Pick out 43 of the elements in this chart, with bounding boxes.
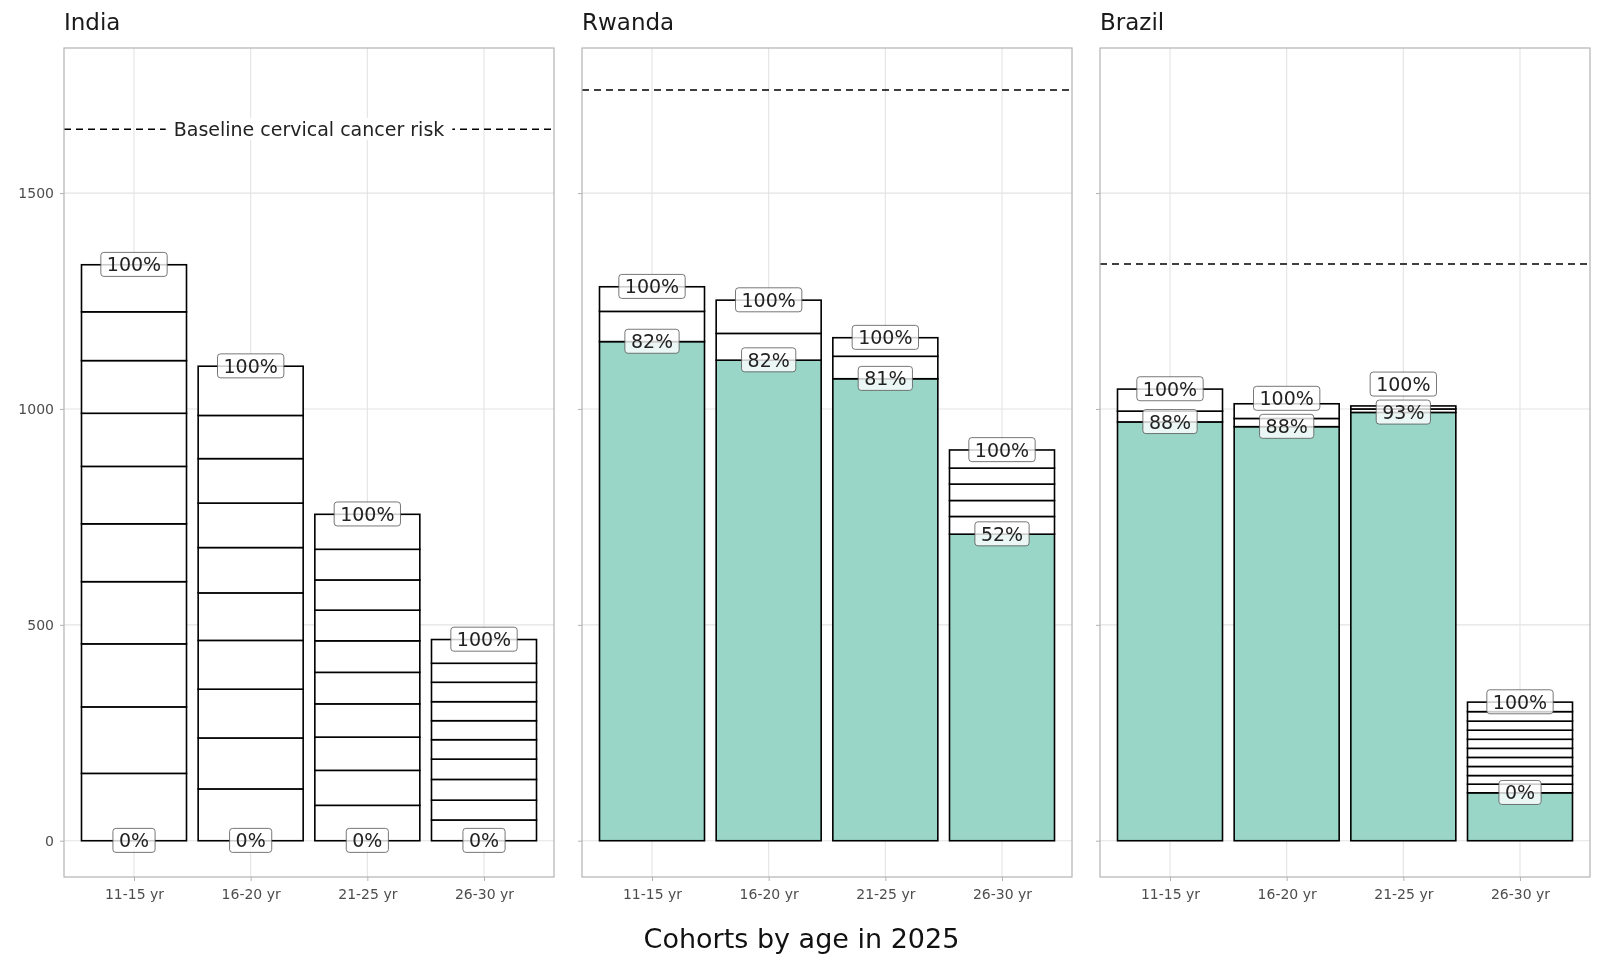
annotation: 93% [1382, 401, 1425, 424]
y-tick-label: 0 [45, 832, 54, 849]
annotation: 100% [741, 288, 796, 311]
annotation: 0% [1504, 781, 1536, 804]
y-tick-label: 1000 [18, 400, 54, 417]
annotation: 0% [352, 829, 383, 852]
x-axis-title: Cohorts by age in 2025 [643, 923, 960, 954]
annotation: 100% [858, 326, 913, 349]
x-tick-label: 26-30 yr [454, 885, 515, 902]
x-tick-label: 21-25 yr [1374, 885, 1434, 902]
annotation: 0% [235, 829, 266, 852]
x-tick-label: 16-20 yr [739, 885, 799, 902]
annotation: 82% [630, 330, 674, 353]
annotation: 100% [974, 438, 1030, 461]
annotation: 100% [106, 253, 162, 276]
annotation: 100% [340, 502, 395, 525]
x-tick-label: 16-20 yr [1257, 885, 1317, 902]
chart-title: Rwanda [582, 9, 675, 35]
annotation: 0% [118, 829, 150, 852]
x-tick-label: 11-15 yr [622, 885, 683, 902]
x-tick-label: 11-15 yr [1140, 885, 1201, 902]
annotation: 100% [1376, 373, 1431, 396]
x-tick-label: 16-20 yr [221, 885, 281, 902]
x-tick-label: 21-25 yr [856, 885, 916, 902]
y-tick-label: 1500 [18, 185, 54, 202]
annotation: 82% [747, 348, 790, 371]
annotation: 52% [980, 522, 1024, 545]
annotation: 100% [624, 275, 680, 298]
chart-title: India [64, 9, 121, 35]
chart-title: Brazil [1100, 9, 1165, 35]
x-tick-label: 26-30 yr [972, 885, 1033, 902]
annotation: 100% [223, 354, 278, 377]
annotation: 88% [1265, 415, 1308, 438]
x-tick-label: 26-30 yr [1490, 885, 1551, 902]
x-tick-label: 11-15 yr [104, 885, 165, 902]
annotation: 100% [1142, 377, 1198, 400]
y-tick-label: 500 [27, 616, 54, 633]
annotation: 0% [468, 829, 500, 852]
annotation: 81% [864, 367, 907, 390]
x-tick-label: 21-25 yr [338, 885, 398, 902]
ref-line-label: Baseline cervical cancer risk [173, 117, 445, 140]
annotation: 100% [1259, 387, 1314, 410]
annotation: 100% [456, 628, 512, 651]
